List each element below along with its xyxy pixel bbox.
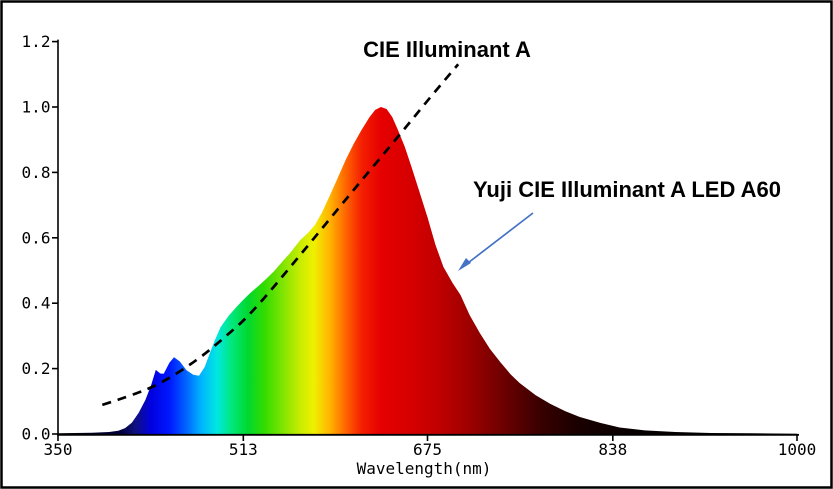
y-tick-label: 0.0 [22,425,51,444]
led-label: Yuji CIE Illuminant A LED A60 [473,177,781,202]
y-tick-label: 0.8 [22,163,51,182]
arrow-head [458,258,471,271]
x-tick-label: 838 [598,440,627,459]
y-tick-label: 0.6 [22,228,51,247]
y-tick-label: 1.0 [22,98,51,117]
cie-a-dashed-curve [101,63,460,407]
x-tick-label: 513 [229,440,258,459]
x-tick-label: 675 [413,440,442,459]
y-tick-label: 0.2 [22,359,51,378]
x-tick-label: 350 [44,440,73,459]
spectrum-area [58,107,797,434]
y-tick-label: 0.4 [22,294,51,313]
y-tick-label: 1.2 [22,32,51,51]
x-axis-title: Wavelength(nm) [357,459,492,478]
annotation-arrow [458,212,534,271]
cie-illuminant-a-label: CIE Illuminant A [363,37,531,62]
x-tick-label: 1000 [778,440,817,459]
arrow-line [463,212,534,267]
annotations: CIE Illuminant A Yuji CIE Illuminant A L… [363,37,781,271]
